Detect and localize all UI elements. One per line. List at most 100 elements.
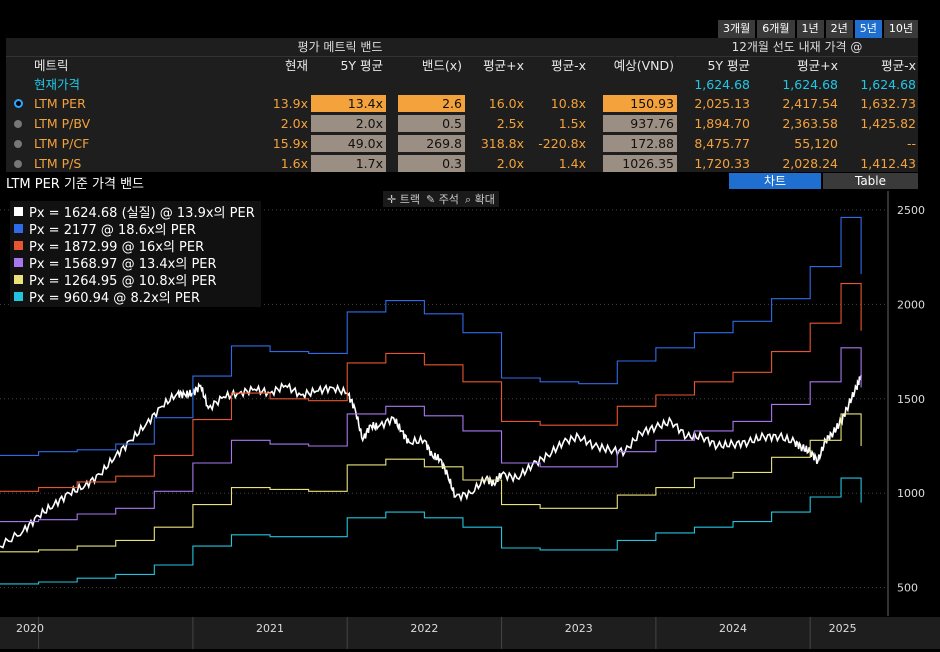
- legend-item: Px = 1872.99 @ 16x의 PER: [14, 237, 255, 255]
- track-tool[interactable]: ✛ 트랙: [387, 191, 420, 207]
- legend-swatch: [14, 275, 23, 284]
- chart-title-bar: LTM PER 기준 가격 밴드: [0, 172, 940, 192]
- legend-label: Px = 1872.99 @ 16x의 PER: [29, 240, 205, 255]
- legend-label: Px = 1568.97 @ 13.4x의 PER: [29, 257, 217, 272]
- range-tab-10y[interactable]: 10년: [883, 20, 918, 38]
- range-tab-2y[interactable]: 2년: [825, 20, 853, 38]
- y-tick-label: 500: [897, 582, 918, 595]
- row-plus: 16.0x: [488, 96, 524, 111]
- header-p-minus: 평균-x: [881, 58, 916, 73]
- x-tick-label: 2024: [719, 622, 747, 635]
- price-row-v1: 1,624.68: [694, 77, 750, 92]
- magnifier-icon: ⌕: [464, 193, 472, 206]
- legend-label: Px = 2177 @ 18.6x의 PER: [29, 223, 196, 238]
- chart-legend: Px = 1624.68 (실질) @ 13.9x의 PER Px = 2177…: [10, 201, 261, 307]
- row-avg: 1.7x: [311, 155, 386, 172]
- row-expected: 172.88: [603, 135, 677, 152]
- pe-band-line: [0, 347, 862, 523]
- legend-swatch: [14, 207, 23, 216]
- annotate-label: 주석: [438, 193, 459, 206]
- row-band: 0.3: [398, 155, 465, 172]
- legend-swatch: [14, 241, 23, 250]
- legend-label: Px = 1624.68 (실질) @ 13.9x의 PER: [29, 206, 255, 221]
- crosshair-icon: ✛: [387, 193, 397, 206]
- row-current: 1.6x: [280, 156, 308, 171]
- range-tab-5y[interactable]: 5년: [854, 20, 882, 38]
- header-expected: 예상(VND): [613, 58, 674, 73]
- tab-chart[interactable]: 차트: [729, 173, 821, 189]
- header-plus: 평균+x: [483, 58, 524, 73]
- price-row-v2: 1,624.68: [782, 77, 838, 92]
- annotate-tool[interactable]: ✎ 주석: [426, 191, 459, 207]
- row-p-avg: 1,894.70: [694, 116, 750, 131]
- table-title-left: 평가 메트릭 밴드: [6, 38, 674, 57]
- y-tick-label: 2000: [897, 298, 925, 311]
- range-tab-6m[interactable]: 6개월: [757, 20, 795, 38]
- table-title-right: 12개월 선도 내재 가격 @: [676, 38, 918, 57]
- row-p-minus: 1,632.73: [860, 96, 916, 111]
- row-p-plus: 2,363.58: [782, 116, 838, 131]
- row-metric[interactable]: LTM PER: [34, 96, 86, 111]
- legend-swatch: [14, 258, 23, 267]
- row-p-minus: 1,412.43: [860, 156, 916, 171]
- legend-item: Px = 2177 @ 18.6x의 PER: [14, 220, 255, 238]
- row-expected: 937.76: [603, 115, 677, 132]
- chart-title: LTM PER 기준 가격 밴드: [6, 177, 144, 192]
- zoom-tool[interactable]: ⌕ 확대: [465, 191, 495, 207]
- row-current: 2.0x: [280, 116, 308, 131]
- row-expected: 150.93: [603, 95, 677, 112]
- row-avg: 49.0x: [311, 135, 386, 152]
- row-minus: 1.4x: [558, 156, 586, 171]
- x-tick-label: 2020: [16, 622, 44, 635]
- radio-ltm-pcf[interactable]: [14, 140, 22, 148]
- row-metric[interactable]: LTM P/S: [34, 156, 82, 171]
- price-row-v3: 1,624.68: [860, 77, 916, 92]
- row-minus: 10.8x: [550, 96, 586, 111]
- row-minus: -220.8x: [538, 136, 586, 151]
- pe-band-line: [0, 283, 862, 492]
- radio-ltm-per[interactable]: [14, 99, 23, 108]
- valuation-table: 평가 메트릭 밴드 12개월 선도 내재 가격 @ 메트릭 현재 5Y 평균 밴…: [6, 38, 918, 172]
- x-tick-label: 2022: [410, 622, 438, 635]
- tab-table[interactable]: Table: [823, 173, 918, 189]
- row-p-minus: --: [906, 136, 916, 151]
- header-minus: 평균-x: [551, 58, 586, 73]
- pencil-icon: ✎: [425, 193, 436, 206]
- row-p-avg: 2,025.13: [694, 96, 750, 111]
- legend-swatch: [14, 292, 23, 301]
- row-metric[interactable]: LTM P/BV: [34, 116, 91, 131]
- x-tick-label: 2021: [256, 622, 284, 635]
- legend-item: Px = 1624.68 (실질) @ 13.9x의 PER: [14, 203, 255, 221]
- range-tab-3m[interactable]: 3개월: [718, 20, 756, 38]
- row-p-avg: 1,720.33: [694, 156, 750, 171]
- range-tabs: 3개월 6개월 1년 2년 5년 10년: [718, 20, 918, 38]
- radio-ltm-ps[interactable]: [14, 160, 22, 168]
- zoom-label: 확대: [474, 193, 495, 206]
- row-metric[interactable]: LTM P/CF: [34, 136, 90, 151]
- row-plus: 2.0x: [496, 156, 524, 171]
- row-p-avg: 8,475.77: [694, 136, 750, 151]
- radio-ltm-pbv[interactable]: [14, 120, 22, 128]
- y-tick-label: 1000: [897, 487, 925, 500]
- legend-label: Px = 960.94 @ 8.2x의 PER: [29, 291, 200, 306]
- row-p-plus: 2,417.54: [782, 96, 838, 111]
- header-band: 밴드(x): [421, 58, 462, 73]
- header-p-avg: 5Y 평균: [707, 58, 750, 73]
- chart-toolbar: ✛ 트랙 ✎ 주석 ⌕ 확대: [383, 191, 499, 207]
- legend-swatch: [14, 224, 23, 233]
- row-plus: 2.5x: [496, 116, 524, 131]
- header-metric: 메트릭: [34, 58, 69, 73]
- y-tick-label: 2500: [897, 204, 925, 217]
- range-tab-1y[interactable]: 1년: [796, 20, 824, 38]
- row-minus: 1.5x: [558, 116, 586, 131]
- row-expected: 1026.35: [603, 155, 677, 172]
- legend-item: Px = 960.94 @ 8.2x의 PER: [14, 288, 255, 306]
- price-band-chart[interactable]: 500 1000 1500 2000 2500 2020 2021 2022 2023 2024 2…: [0, 191, 940, 649]
- legend-label: Px = 1264.95 @ 10.8x의 PER: [29, 274, 217, 289]
- row-plus: 318.8x: [480, 136, 524, 151]
- track-label: 트랙: [399, 193, 420, 206]
- row-avg: 2.0x: [311, 115, 386, 132]
- x-axis-band: [0, 617, 940, 649]
- header-current: 현재: [284, 58, 308, 73]
- legend-item: Px = 1264.95 @ 10.8x의 PER: [14, 271, 255, 289]
